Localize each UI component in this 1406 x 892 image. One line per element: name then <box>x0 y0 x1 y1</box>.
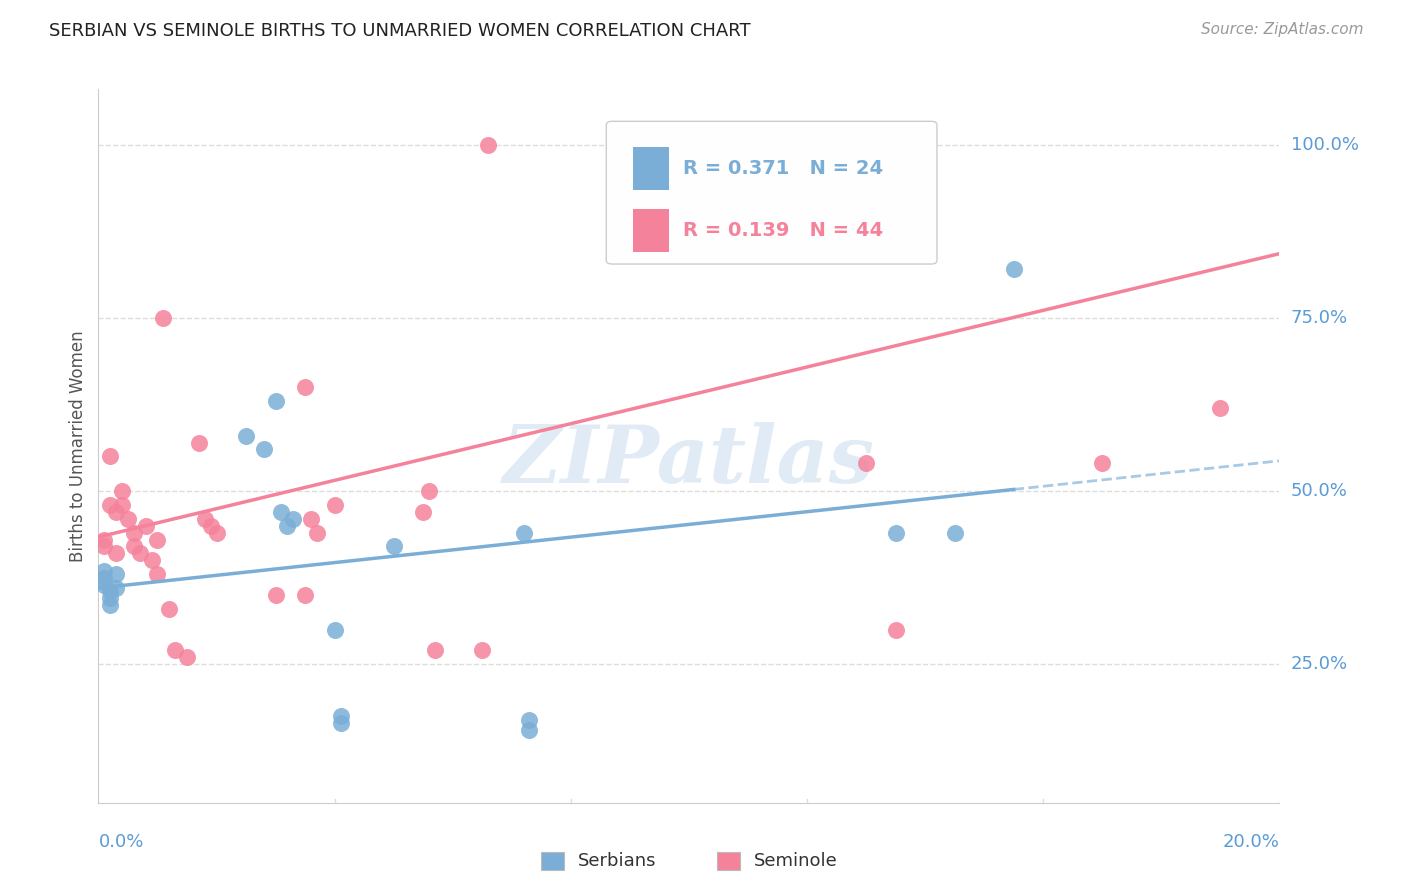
Point <box>294 380 316 394</box>
Point <box>264 588 287 602</box>
Point <box>884 623 907 637</box>
Point <box>122 540 145 554</box>
Y-axis label: Births to Unmarried Women: Births to Unmarried Women <box>69 330 87 562</box>
Point <box>98 591 121 606</box>
Point <box>270 505 292 519</box>
Text: 50.0%: 50.0% <box>1291 482 1347 500</box>
Point <box>111 498 134 512</box>
Point <box>93 577 115 591</box>
Point <box>152 310 174 325</box>
Text: Source: ZipAtlas.com: Source: ZipAtlas.com <box>1201 22 1364 37</box>
Point <box>329 709 352 723</box>
Text: 0.0%: 0.0% <box>98 833 143 851</box>
Point <box>141 553 163 567</box>
Point <box>93 540 115 554</box>
Point <box>93 564 115 578</box>
Text: SERBIAN VS SEMINOLE BIRTHS TO UNMARRIED WOMEN CORRELATION CHART: SERBIAN VS SEMINOLE BIRTHS TO UNMARRIED … <box>49 22 751 40</box>
Point <box>477 137 499 152</box>
Point <box>519 723 541 737</box>
Point <box>323 623 346 637</box>
Point <box>187 435 209 450</box>
Point <box>1209 401 1232 415</box>
Point <box>165 643 187 657</box>
Point <box>884 525 907 540</box>
Point <box>412 505 434 519</box>
Point <box>423 643 446 657</box>
Bar <box>634 210 669 252</box>
Point <box>283 512 305 526</box>
Point <box>205 525 228 540</box>
Point <box>512 525 534 540</box>
Point <box>678 137 700 152</box>
Text: 20.0%: 20.0% <box>1223 833 1279 851</box>
Point <box>1091 456 1114 470</box>
Point <box>122 525 145 540</box>
Text: 75.0%: 75.0% <box>1291 309 1348 326</box>
Text: 100.0%: 100.0% <box>1291 136 1358 153</box>
Point <box>299 512 322 526</box>
Point <box>766 137 789 152</box>
FancyBboxPatch shape <box>606 121 936 264</box>
Point <box>98 498 121 512</box>
Point <box>855 456 877 470</box>
Point <box>98 599 121 613</box>
Point <box>105 567 128 582</box>
Point <box>943 525 966 540</box>
Point <box>146 533 169 547</box>
Point <box>105 581 128 595</box>
Point <box>648 137 671 152</box>
Point <box>93 571 115 585</box>
Point <box>737 137 759 152</box>
Point <box>235 428 257 442</box>
Bar <box>634 147 669 190</box>
Point <box>323 498 346 512</box>
Point <box>111 483 134 498</box>
Text: R = 0.139   N = 44: R = 0.139 N = 44 <box>683 221 883 240</box>
Point <box>305 525 328 540</box>
Point <box>135 518 157 533</box>
Text: Seminole: Seminole <box>754 852 838 870</box>
Point <box>294 588 316 602</box>
Point <box>276 518 298 533</box>
Point <box>93 533 115 547</box>
Text: Serbians: Serbians <box>578 852 657 870</box>
Point <box>200 518 222 533</box>
Point <box>418 483 440 498</box>
Text: 25.0%: 25.0% <box>1291 656 1348 673</box>
Point <box>117 512 139 526</box>
Point <box>146 567 169 582</box>
Point <box>194 512 217 526</box>
Point <box>157 602 180 616</box>
Point <box>253 442 276 457</box>
Point <box>105 505 128 519</box>
Point <box>98 584 121 599</box>
Point <box>329 716 352 731</box>
Point <box>1002 262 1025 277</box>
Point <box>176 650 198 665</box>
Text: R = 0.371   N = 24: R = 0.371 N = 24 <box>683 159 883 178</box>
Point <box>707 137 730 152</box>
Text: ZIPatlas: ZIPatlas <box>503 422 875 499</box>
Point <box>382 540 405 554</box>
Point <box>128 546 150 560</box>
Point <box>264 394 287 409</box>
Point <box>471 643 494 657</box>
Point <box>98 450 121 464</box>
Point <box>105 546 128 560</box>
Point <box>519 713 541 727</box>
